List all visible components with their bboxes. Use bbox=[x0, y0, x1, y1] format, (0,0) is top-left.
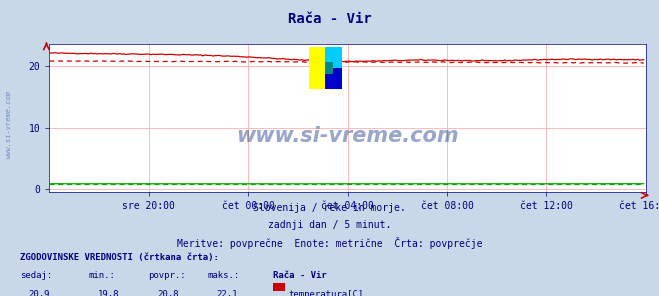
Text: www.si-vreme.com: www.si-vreme.com bbox=[237, 126, 459, 146]
FancyBboxPatch shape bbox=[309, 47, 326, 89]
Text: 22,1: 22,1 bbox=[217, 290, 238, 296]
Text: 20,8: 20,8 bbox=[158, 290, 179, 296]
Text: Rača - Vir: Rača - Vir bbox=[287, 12, 372, 26]
Text: povpr.:: povpr.: bbox=[148, 271, 186, 280]
FancyBboxPatch shape bbox=[326, 62, 333, 74]
Text: sedaj:: sedaj: bbox=[20, 271, 52, 280]
Text: Slovenija / reke in morje.: Slovenija / reke in morje. bbox=[253, 203, 406, 213]
Text: zadnji dan / 5 minut.: zadnji dan / 5 minut. bbox=[268, 220, 391, 230]
FancyBboxPatch shape bbox=[326, 47, 341, 68]
Text: maks.:: maks.: bbox=[208, 271, 240, 280]
Text: 19,8: 19,8 bbox=[98, 290, 119, 296]
Text: Meritve: povprečne  Enote: metrične  Črta: povprečje: Meritve: povprečne Enote: metrične Črta:… bbox=[177, 237, 482, 249]
Text: 20,9: 20,9 bbox=[29, 290, 50, 296]
Text: temperatura[C]: temperatura[C] bbox=[288, 290, 363, 296]
Text: www.si-vreme.com: www.si-vreme.com bbox=[5, 90, 11, 158]
Text: ZGODOVINSKE VREDNOSTI (črtkana črta):: ZGODOVINSKE VREDNOSTI (črtkana črta): bbox=[20, 253, 219, 262]
FancyBboxPatch shape bbox=[326, 68, 341, 89]
Text: min.:: min.: bbox=[89, 271, 116, 280]
Text: Rača - Vir: Rača - Vir bbox=[273, 271, 328, 280]
